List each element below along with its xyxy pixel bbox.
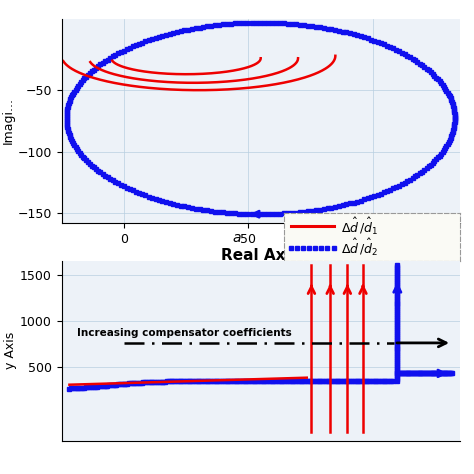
Text: a: a	[233, 231, 241, 246]
Y-axis label: y Axis: y Axis	[4, 332, 17, 369]
X-axis label: Real Axis: Real Axis	[221, 248, 300, 263]
Text: $\Delta\hat{d}\,/\hat{d}_2$: $\Delta\hat{d}\,/\hat{d}_2$	[340, 237, 378, 258]
Text: Increasing compensator coefficients: Increasing compensator coefficients	[77, 328, 292, 337]
Y-axis label: Imagi...: Imagi...	[2, 97, 15, 145]
Text: $\Delta\hat{d}\,/\hat{d}_1$: $\Delta\hat{d}\,/\hat{d}_1$	[340, 216, 378, 237]
